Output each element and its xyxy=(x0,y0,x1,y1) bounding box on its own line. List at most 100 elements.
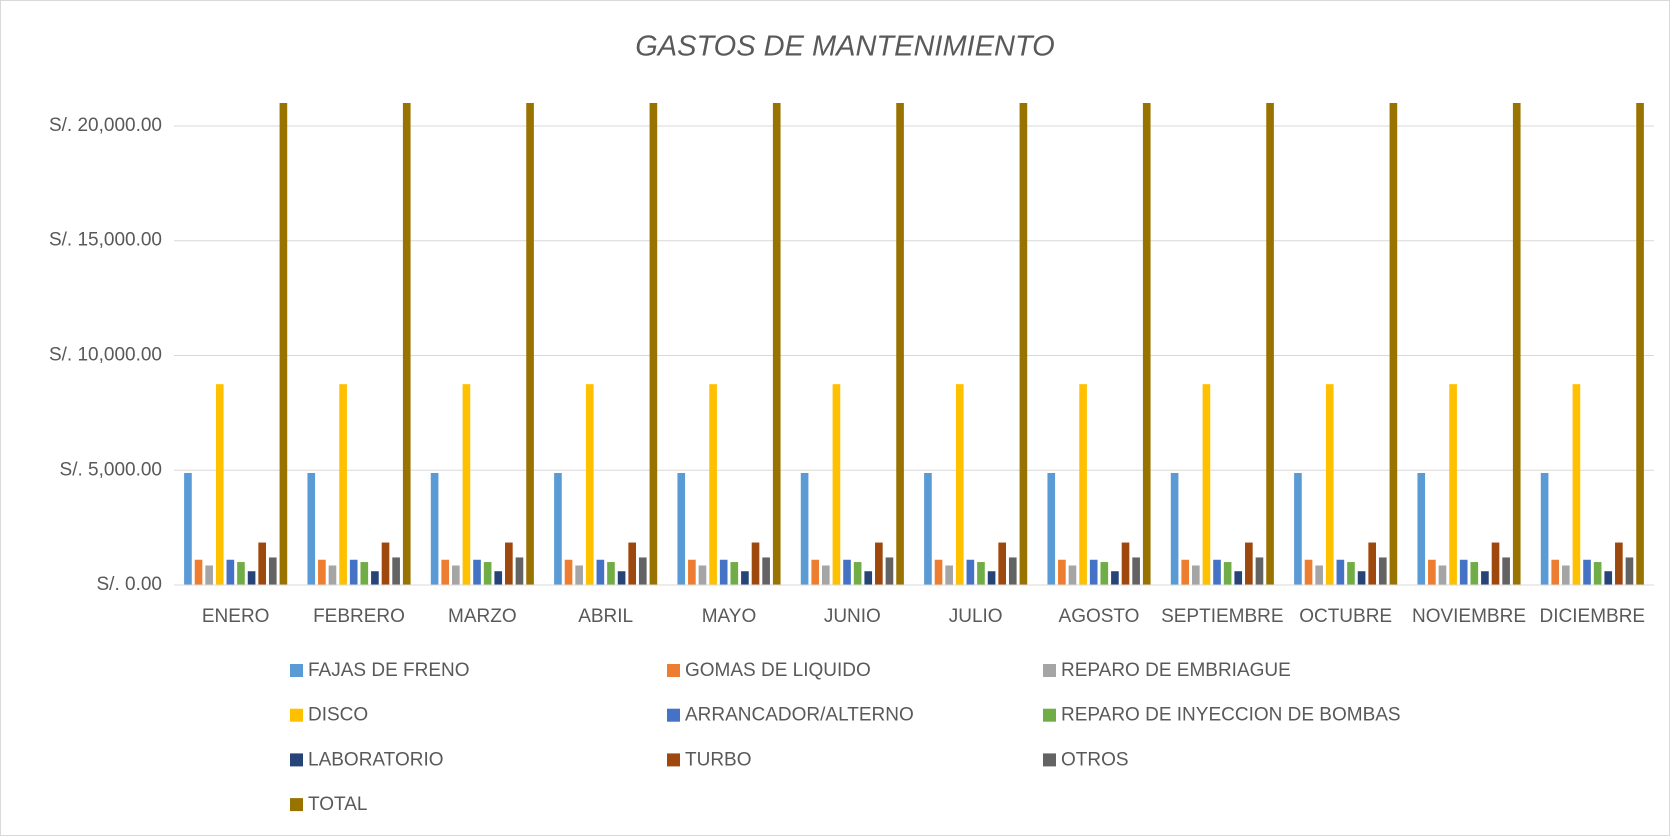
bar xyxy=(1019,103,1028,585)
bar xyxy=(1181,559,1190,585)
chart-title: GASTOS DE MANTENIMIENTO xyxy=(635,31,1054,63)
legend-swatch xyxy=(290,664,303,677)
bar xyxy=(184,472,192,585)
plot-area xyxy=(184,103,1644,585)
x-tick-label: MAYO xyxy=(702,606,757,627)
legend-label: OTROS xyxy=(1061,749,1129,770)
bar xyxy=(698,565,707,585)
bar xyxy=(1111,571,1119,585)
bar xyxy=(505,542,513,585)
bar xyxy=(649,103,658,585)
bar xyxy=(1540,472,1549,585)
bar xyxy=(1470,562,1479,585)
bar xyxy=(402,103,411,585)
bar xyxy=(1315,565,1323,585)
bar xyxy=(709,384,717,585)
legend-swatch xyxy=(1043,753,1056,767)
bar xyxy=(955,384,964,585)
bar xyxy=(1213,559,1221,585)
bar xyxy=(1449,384,1457,585)
bar xyxy=(585,384,594,585)
x-tick-label: NOVIEMBRE xyxy=(1412,606,1526,627)
legend-label: LABORATORIO xyxy=(308,749,444,770)
bar xyxy=(617,571,626,585)
bar xyxy=(821,565,830,585)
bar xyxy=(772,103,781,585)
bar xyxy=(247,571,256,585)
bar xyxy=(1561,565,1570,585)
bar xyxy=(1170,472,1179,585)
bar xyxy=(441,559,450,585)
legend-swatch xyxy=(1043,664,1056,677)
bar xyxy=(762,557,770,585)
bar xyxy=(719,559,728,585)
bar xyxy=(628,542,637,585)
bar xyxy=(392,557,400,585)
bar xyxy=(526,103,534,585)
bar xyxy=(1389,103,1398,585)
bar xyxy=(638,557,647,585)
bar xyxy=(258,542,267,585)
bar xyxy=(194,559,203,585)
bar xyxy=(885,557,894,585)
bar xyxy=(934,559,943,585)
bar xyxy=(237,562,245,585)
bar xyxy=(462,384,471,585)
bar xyxy=(1593,562,1602,585)
bar xyxy=(1572,384,1581,585)
legend-swatch xyxy=(667,664,680,677)
bar xyxy=(349,559,358,585)
bar xyxy=(896,103,904,585)
bar xyxy=(1502,557,1510,585)
bar xyxy=(832,384,841,585)
bar xyxy=(811,559,820,585)
legend-swatch xyxy=(290,753,303,767)
bar xyxy=(751,542,760,585)
legend-swatch xyxy=(667,708,680,722)
bar xyxy=(1615,542,1623,585)
bar xyxy=(1255,557,1264,585)
bar xyxy=(483,562,492,585)
bar xyxy=(1551,559,1560,585)
bar xyxy=(473,559,481,585)
x-tick-label: JULIO xyxy=(949,606,1003,627)
bar xyxy=(864,571,873,585)
bar xyxy=(451,565,460,585)
legend-label: TURBO xyxy=(685,749,752,770)
bar xyxy=(1266,103,1274,585)
bar xyxy=(1583,559,1591,585)
bar xyxy=(987,571,996,585)
legend-label: GOMAS DE LIQUIDO xyxy=(685,660,871,681)
bar xyxy=(977,562,985,585)
bar xyxy=(1132,557,1140,585)
bar xyxy=(1428,559,1436,585)
bar xyxy=(1357,571,1366,585)
bar xyxy=(318,559,326,585)
x-tick-label: FEBRERO xyxy=(313,606,405,627)
bar xyxy=(1223,562,1232,585)
legend-swatch xyxy=(290,798,303,812)
bar xyxy=(1604,571,1613,585)
bar xyxy=(226,559,235,585)
bar xyxy=(381,542,390,585)
bar xyxy=(1068,565,1077,585)
legend-label: REPARO DE INYECCION DE BOMBAS xyxy=(1061,705,1401,726)
bar xyxy=(1202,384,1211,585)
bar xyxy=(1294,472,1302,585)
bar xyxy=(741,571,749,585)
bar xyxy=(1636,103,1644,585)
bar xyxy=(215,384,224,585)
bar xyxy=(1089,559,1098,585)
bar xyxy=(1079,384,1087,585)
bar xyxy=(515,557,524,585)
bar xyxy=(1121,542,1130,585)
bar xyxy=(1625,557,1634,585)
bar xyxy=(554,472,562,585)
bar xyxy=(1459,559,1468,585)
x-tick-label: AGOSTO xyxy=(1059,606,1140,627)
bar xyxy=(1191,565,1200,585)
bar xyxy=(843,559,851,585)
y-tick-label: S/. 5,000.00 xyxy=(60,459,162,480)
